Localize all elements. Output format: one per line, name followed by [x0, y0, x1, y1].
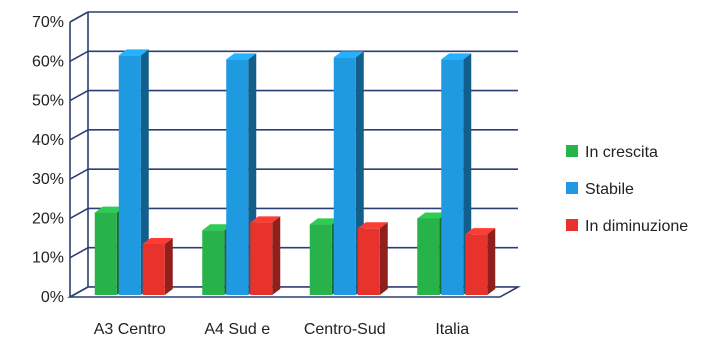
legend-swatch: [566, 219, 578, 231]
gridline-side: [69, 89, 89, 102]
legend-label: In crescita: [585, 144, 658, 161]
y-tick-label: 70%: [32, 14, 64, 31]
chart-floor: [66, 286, 522, 298]
gridline-side: [69, 207, 89, 220]
y-tick-label: 50%: [32, 93, 64, 110]
gridline-side: [69, 11, 89, 23]
bar: [465, 228, 496, 295]
x-tick-label: Italia: [435, 321, 469, 338]
bar: [118, 49, 149, 295]
legend-swatch: [566, 182, 578, 194]
legend-label: Stabile: [585, 181, 634, 198]
y-tick-label: 0%: [41, 289, 64, 306]
bar: [357, 222, 388, 295]
x-tick-label: A3 Centro: [94, 321, 166, 338]
y-tick-label: 10%: [32, 250, 64, 267]
x-tick-label: A4 Sud e: [204, 321, 270, 338]
y-tick-label: 30%: [32, 171, 64, 188]
legend-label: In diminuzione: [585, 218, 688, 235]
y-tick-label: 40%: [32, 132, 64, 149]
y-tick-label: 20%: [32, 210, 64, 227]
labels-layer: 0% 10% 20% 30% 40% 50% 60% 70% A3 Centro A4 Sud e…: [32, 14, 469, 338]
gridline-side: [69, 129, 89, 141]
legend-swatch: [566, 145, 578, 157]
gridline-side: [69, 50, 89, 62]
bar: [250, 216, 281, 295]
gridline-side: [69, 247, 89, 259]
gridline-side: [69, 168, 89, 180]
bars-layer: [94, 49, 496, 296]
legend: In crescita Stabile In diminuzione: [566, 144, 688, 235]
bar: [142, 238, 173, 295]
y-tick-label: 60%: [32, 53, 64, 70]
x-tick-label: Centro-Sud: [304, 321, 386, 338]
axis-layer: [66, 12, 522, 298]
